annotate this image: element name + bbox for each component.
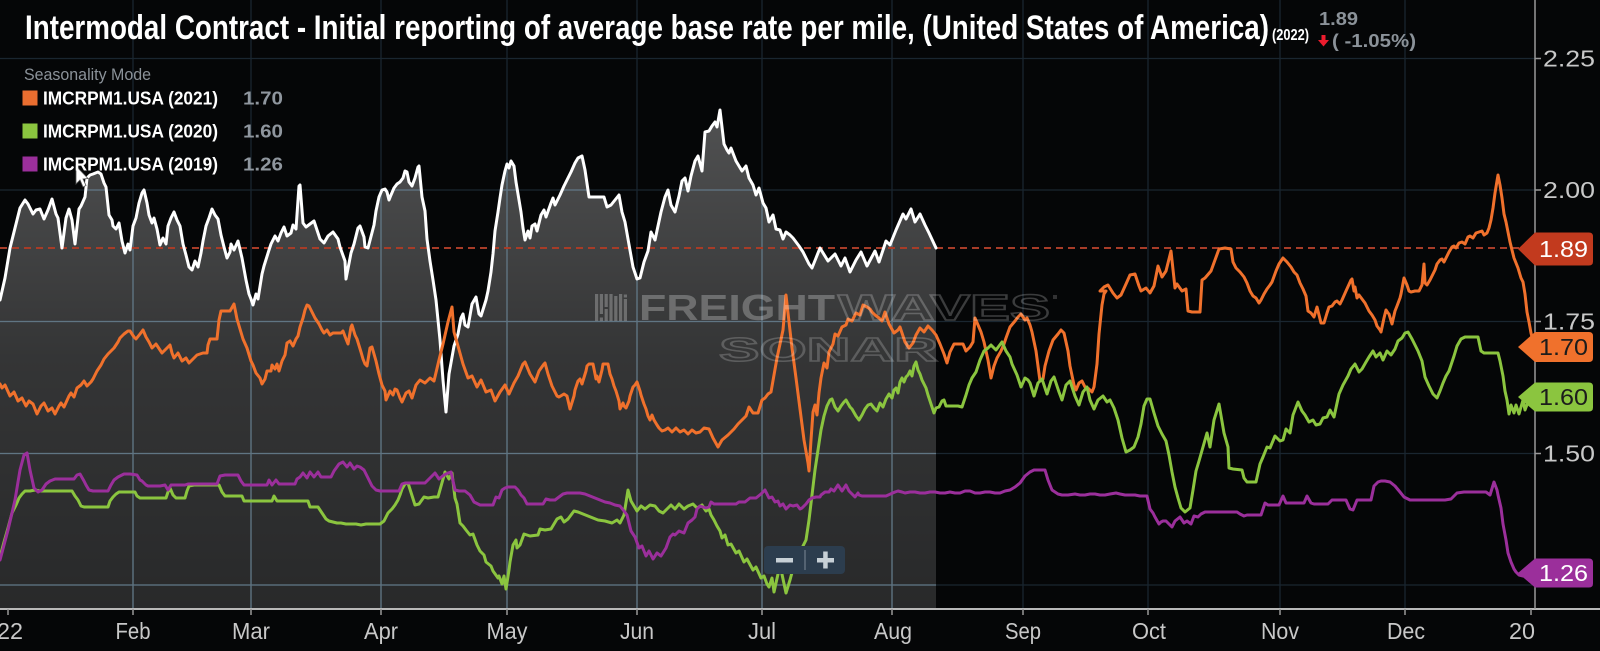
svg-text:2.00: 2.00 — [1543, 177, 1595, 203]
svg-text:Dec: Dec — [1387, 618, 1425, 644]
svg-text:FREIGHT: FREIGHT — [639, 287, 835, 328]
svg-text:1.70: 1.70 — [243, 89, 283, 109]
svg-text:1.50: 1.50 — [1543, 441, 1595, 467]
svg-text:SONAR: SONAR — [719, 331, 938, 368]
svg-text:1.60: 1.60 — [243, 122, 283, 142]
svg-text:Apr: Apr — [364, 618, 398, 644]
svg-text:1.89: 1.89 — [1319, 9, 1358, 29]
svg-text:1.75: 1.75 — [1543, 309, 1595, 335]
svg-text:Oct: Oct — [1132, 618, 1167, 644]
svg-text:IMCRPM1.USA (2020): IMCRPM1.USA (2020) — [43, 122, 218, 142]
svg-text:Jul: Jul — [748, 618, 776, 644]
svg-text:22: 22 — [0, 618, 23, 644]
svg-text:Intermodal Contract - Initial: Intermodal Contract - Initial reporting … — [25, 9, 1269, 47]
svg-text:Aug: Aug — [874, 618, 912, 644]
svg-text:IMCRPM1.USA (2021): IMCRPM1.USA (2021) — [43, 89, 218, 109]
svg-text:May: May — [487, 618, 528, 644]
svg-text:1.26: 1.26 — [1539, 560, 1588, 586]
svg-text:1.60: 1.60 — [1539, 384, 1588, 410]
svg-text:Mar: Mar — [232, 618, 270, 644]
svg-text:20: 20 — [1509, 618, 1535, 644]
svg-text:Nov: Nov — [1261, 618, 1299, 644]
svg-text:Feb: Feb — [116, 618, 151, 644]
svg-text:2.25: 2.25 — [1543, 46, 1595, 72]
svg-text:1.89: 1.89 — [1539, 236, 1588, 262]
svg-text:Sep: Sep — [1005, 618, 1041, 644]
svg-text:Seasonality Mode: Seasonality Mode — [24, 65, 151, 84]
svg-text:(2022): (2022) — [1272, 27, 1309, 44]
svg-text:IMCRPM1.USA (2019): IMCRPM1.USA (2019) — [43, 155, 218, 175]
svg-text:WAVES: WAVES — [838, 287, 1050, 328]
svg-text:1.70: 1.70 — [1539, 334, 1588, 360]
svg-text:1.26: 1.26 — [243, 155, 283, 175]
svg-text:Jun: Jun — [620, 618, 654, 644]
svg-text:( -1.05%): ( -1.05%) — [1332, 31, 1416, 51]
